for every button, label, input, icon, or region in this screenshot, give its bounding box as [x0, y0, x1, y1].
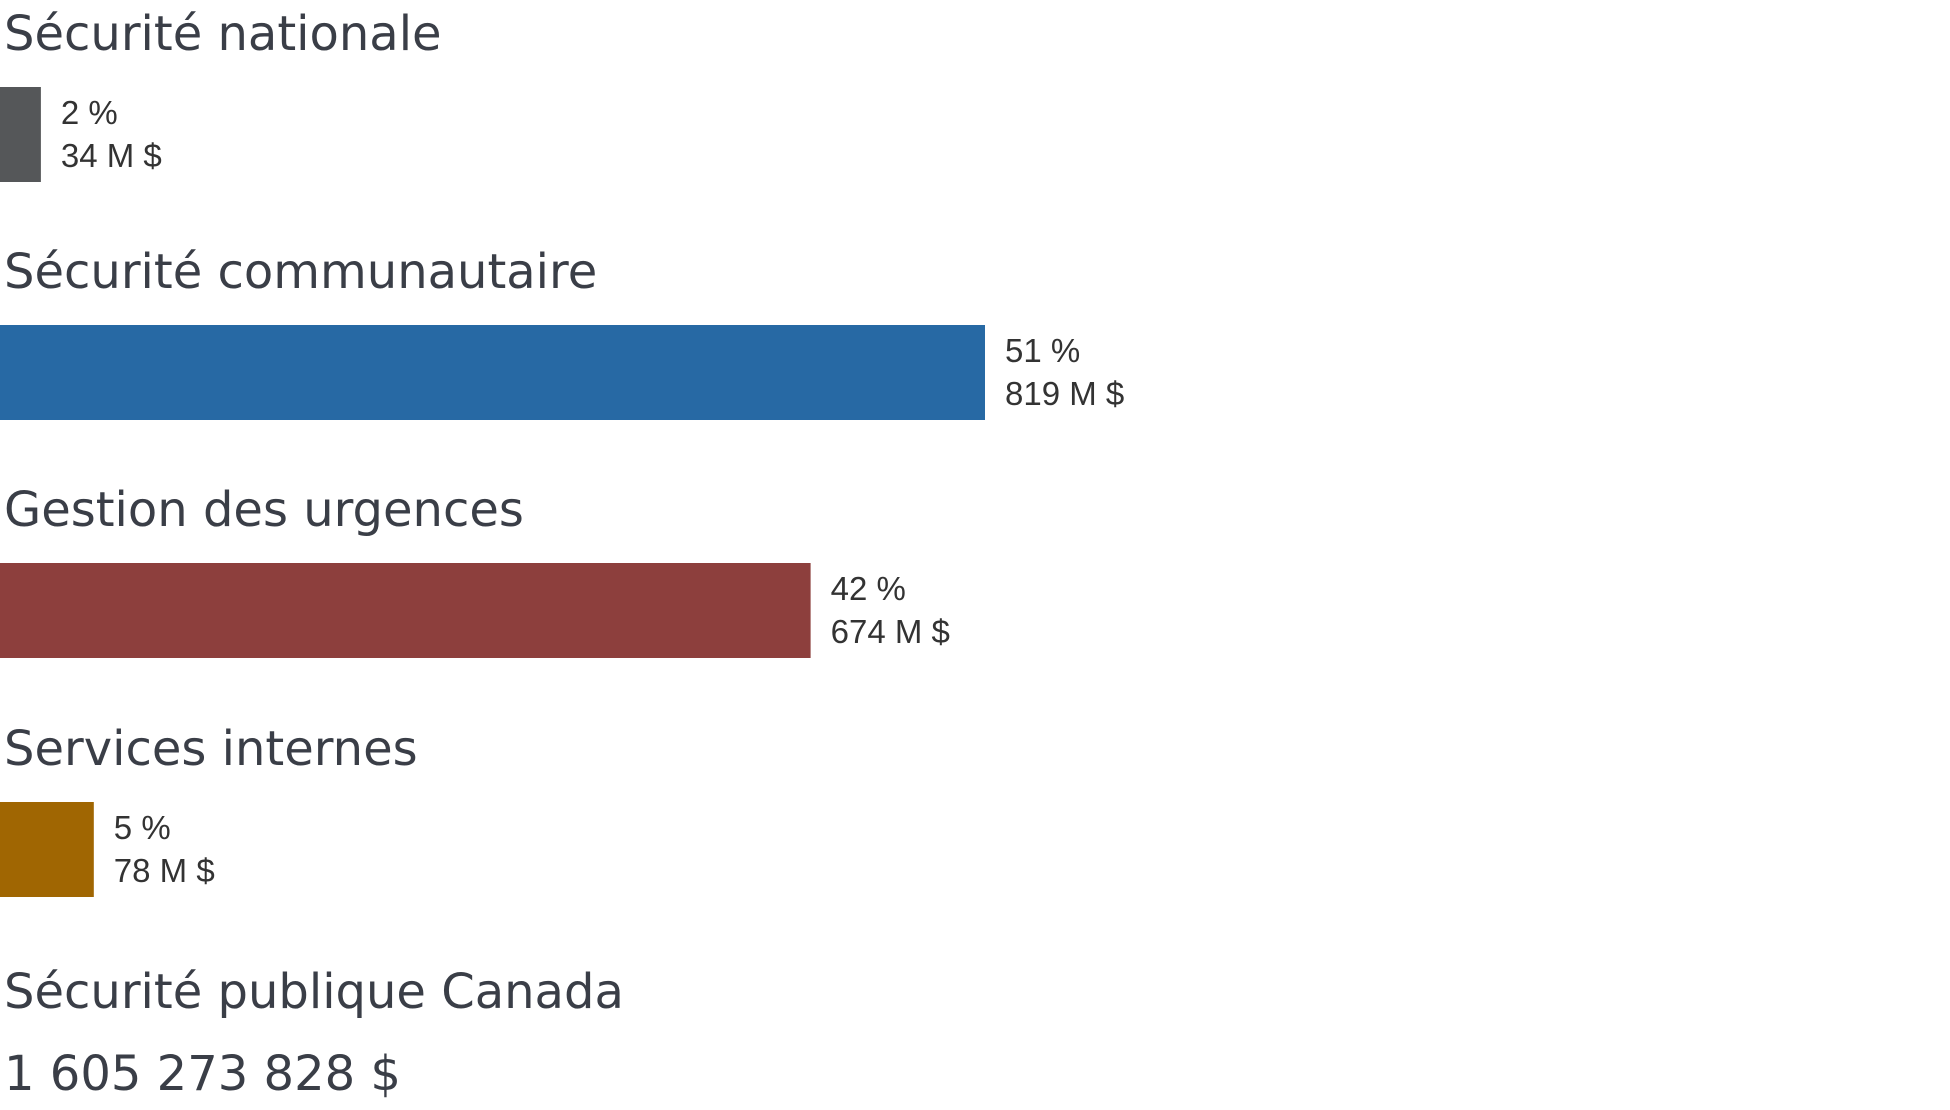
amount-label-securite-communautaire: 819 M $	[1005, 375, 1124, 412]
bar-securite-nationale	[0, 87, 41, 182]
percent-label-services-internes: 5 %	[114, 809, 171, 846]
bar-gestion-des-urgences	[0, 563, 811, 658]
amount-label-services-internes: 78 M $	[114, 852, 215, 889]
amount-label-gestion-des-urgences: 674 M $	[831, 613, 950, 650]
bar-securite-communautaire	[0, 325, 985, 420]
bars-layer: Sécurité nationale 2 % 34 M $ Sécurité comm…	[0, 6, 1124, 897]
category-label-services-internes: Services internes	[4, 721, 418, 777]
percent-label-gestion-des-urgences: 42 %	[831, 570, 906, 607]
amount-label-securite-nationale: 34 M $	[61, 137, 162, 174]
percent-label-securite-communautaire: 51 %	[1005, 332, 1080, 369]
total-amount-label: 1 605 273 828 $	[4, 1046, 401, 1102]
category-label-securite-nationale: Sécurité nationale	[4, 6, 442, 62]
category-label-gestion-des-urgences: Gestion des urgences	[4, 482, 524, 538]
bar-services-internes	[0, 802, 94, 897]
department-label: Sécurité publique Canada	[4, 964, 624, 1020]
category-label-securite-communautaire: Sécurité communautaire	[4, 244, 597, 300]
percent-label-securite-nationale: 2 %	[61, 94, 118, 131]
